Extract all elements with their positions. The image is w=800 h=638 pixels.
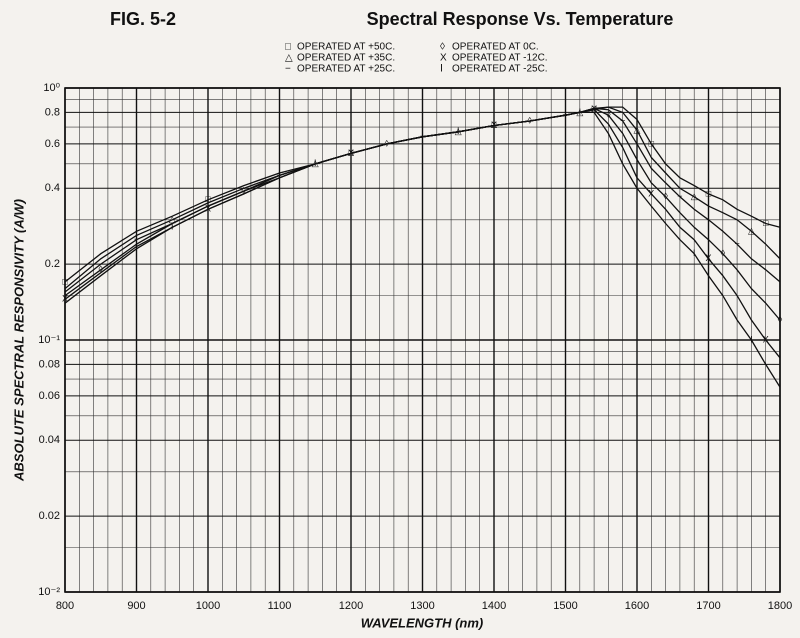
point-marker: ◊: [606, 110, 611, 120]
point-marker: X: [62, 294, 68, 304]
legend-label: OPERATED AT +25C.: [297, 64, 395, 75]
y-tick-label: 0.06: [39, 390, 60, 402]
point-marker: □: [649, 138, 655, 148]
x-tick-label: 800: [56, 600, 74, 612]
x-tick-label: 1500: [553, 600, 577, 612]
y-tick-label: 10⁻¹: [38, 334, 60, 346]
legend-marker: □: [285, 42, 291, 53]
point-marker: X: [705, 253, 711, 263]
point-marker: □: [62, 276, 68, 286]
x-tick-label: 1300: [410, 600, 434, 612]
point-marker: △: [748, 226, 755, 236]
legend-label: OPERATED AT 0C.: [452, 42, 539, 53]
plot-frame: [64, 87, 781, 593]
y-tick-label: 0.08: [39, 358, 60, 370]
point-marker: △: [169, 214, 176, 224]
y-tick-label: 0.04: [39, 434, 60, 446]
point-marker: −: [734, 239, 739, 249]
point-marker: −: [134, 234, 139, 244]
x-tick-label: 900: [127, 600, 145, 612]
point-marker: Ⅰ: [750, 334, 753, 344]
legend-label: OPERATED AT +35C.: [297, 53, 395, 64]
y-tick-label: 0.02: [39, 510, 60, 522]
point-marker: Ⅰ: [171, 222, 174, 232]
legend-label: OPERATED AT +50C.: [297, 42, 395, 53]
legend-marker: △: [285, 53, 293, 64]
x-axis-label: WAVELENGTH (nm): [361, 615, 484, 630]
x-tick-label: 1200: [339, 600, 363, 612]
y-tick-label: 0.8: [45, 106, 60, 118]
point-marker: Ⅰ: [457, 126, 460, 136]
point-marker: −: [620, 115, 625, 125]
point-marker: ◊: [663, 191, 668, 201]
chart-title: Spectral Response Vs. Temperature: [367, 9, 674, 29]
figure-label: FIG. 5-2: [110, 9, 176, 29]
x-tick-label: 1100: [268, 600, 292, 612]
series-line: [64, 111, 781, 388]
point-marker: ◊: [99, 264, 104, 274]
point-marker: X: [763, 334, 769, 344]
y-axis-label: ABSOLUTE SPECTRAL RESPONSIVITY (A/W): [11, 199, 26, 482]
x-tick-label: 1600: [625, 600, 649, 612]
point-marker: □: [205, 194, 211, 204]
point-marker: Ⅰ: [314, 158, 317, 168]
legend-label: OPERATED AT -25C.: [452, 64, 548, 75]
y-tick-label: 10⁻²: [38, 586, 60, 598]
y-tick-label: 10⁰: [43, 82, 60, 94]
point-marker: X: [591, 104, 597, 114]
point-marker: □: [763, 218, 769, 228]
point-marker: ◊: [721, 248, 726, 258]
point-marker: Ⅰ: [578, 107, 581, 117]
point-marker: −: [677, 191, 682, 201]
y-tick-label: 0.6: [45, 138, 60, 150]
point-marker: □: [706, 188, 712, 198]
legend-label: OPERATED AT -12C.: [452, 53, 548, 64]
point-marker: −: [277, 170, 282, 180]
legend-marker: X: [440, 53, 447, 64]
legend-marker: Ⅰ: [440, 64, 443, 75]
point-marker: ◊: [242, 185, 247, 195]
legend-marker: −: [285, 64, 291, 75]
x-tick-label: 1400: [482, 600, 506, 612]
point-marker: X: [648, 188, 654, 198]
legend-marker: ◊: [440, 42, 445, 53]
point-marker: Ⅰ: [693, 248, 696, 258]
x-tick-label: 1000: [196, 600, 220, 612]
y-tick-label: 0.4: [45, 182, 60, 194]
x-tick-label: 1800: [768, 600, 792, 612]
y-tick-label: 0.2: [45, 258, 60, 270]
point-marker: Ⅰ: [636, 183, 639, 193]
point-marker: ◊: [778, 314, 783, 324]
point-marker: △: [634, 125, 641, 135]
point-marker: △: [691, 191, 698, 201]
x-tick-label: 1700: [696, 600, 720, 612]
